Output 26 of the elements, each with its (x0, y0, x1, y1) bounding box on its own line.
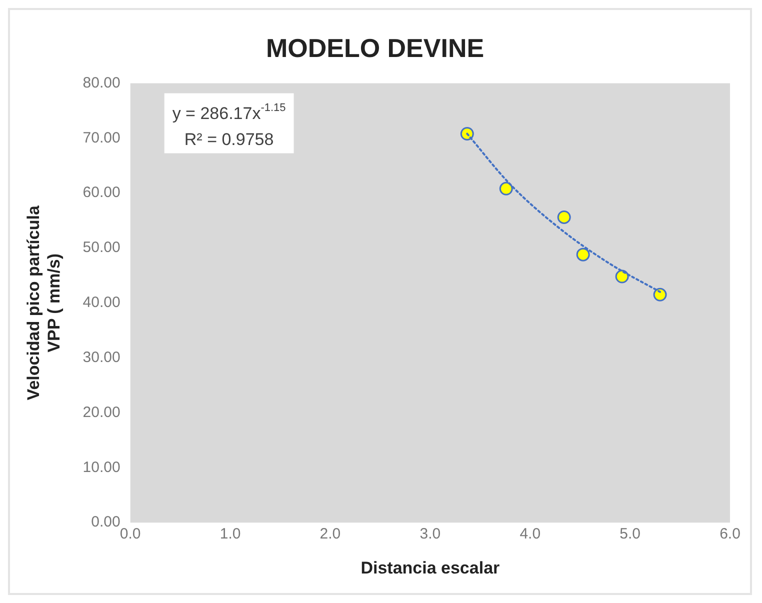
point (460, 126, 474, 140)
x-tick-label: 6.0 (720, 526, 740, 543)
x-axis-title: Distancia escalar (360, 558, 500, 578)
y-tick-label: 20.00 (82, 404, 120, 421)
x-tick-label: 5.0 (620, 526, 640, 543)
x-tick-label: 0.0 (120, 526, 141, 543)
y-tick-label: 40.00 (82, 294, 120, 312)
point (576, 248, 590, 262)
x-tick-label: 2.0 (320, 526, 341, 543)
point (557, 210, 571, 224)
y-tick-label: 10.00 (82, 458, 120, 476)
y-tick-label: 70.00 (82, 129, 120, 146)
y-axis-title: Velocidad pico partícula VPP ( mm/s) (24, 205, 64, 400)
y-tick-label: 60.00 (82, 184, 120, 202)
chart-title: MODELO DEVINE (266, 32, 484, 63)
y-tick-label: 80.00 (82, 74, 120, 92)
point (615, 270, 629, 284)
y-tick-label: 50.00 (82, 239, 120, 256)
annotation: R² = 0.9758 (184, 130, 274, 150)
point (653, 288, 667, 302)
x-tick-label: 3.0 (420, 526, 441, 543)
y-tick-label: 0.00 (91, 514, 120, 531)
y-tick-label: 30.00 (82, 348, 120, 366)
x-tick-label: 4.0 (520, 526, 541, 543)
x-tick-label: 1.0 (220, 526, 241, 543)
point (499, 182, 513, 196)
